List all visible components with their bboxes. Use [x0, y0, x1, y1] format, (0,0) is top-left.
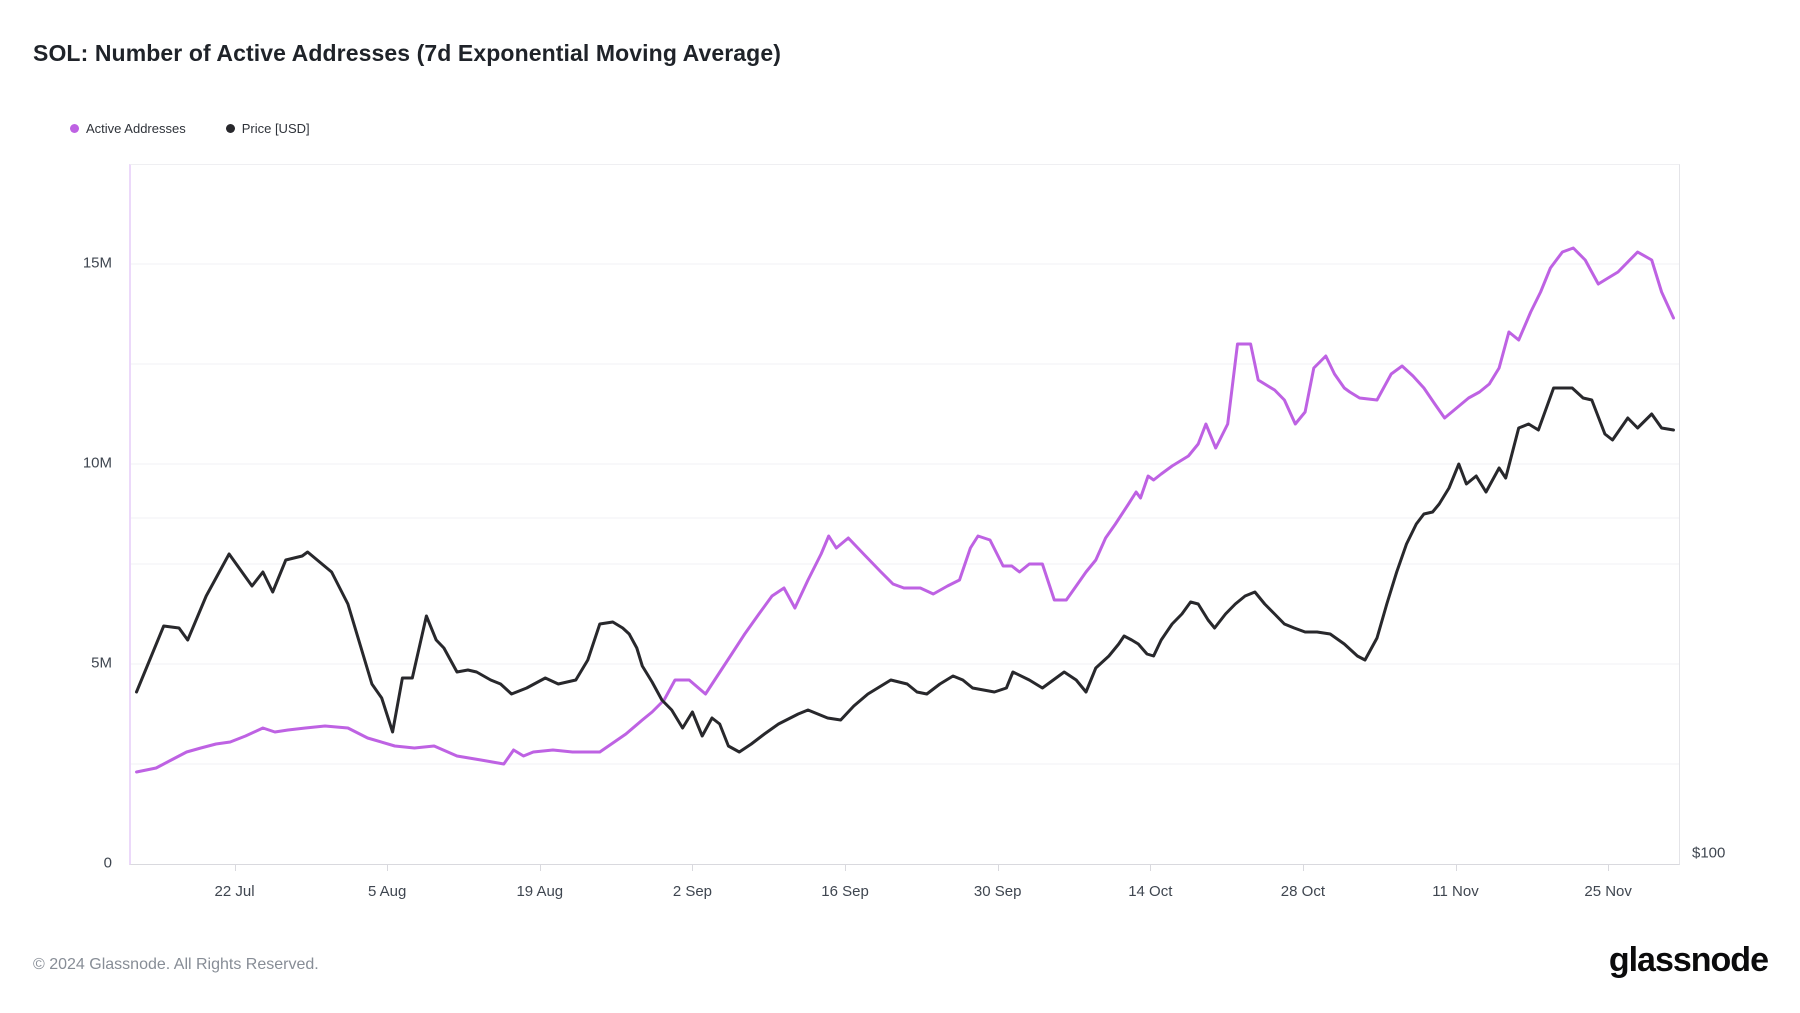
x-axis-tick — [997, 864, 999, 871]
active-addresses-swatch-icon — [70, 124, 79, 133]
x-axis-label: 16 Sep — [821, 883, 869, 900]
y-axis-label: 15M — [82, 254, 112, 272]
x-axis-label: 30 Sep — [973, 883, 1022, 900]
active-addresses-line — [135, 246, 1675, 774]
x-axis: 22 Jul 5 Aug 19 Aug 2 Sep 16 Sep 30 Sep 14 Oct… — [131, 864, 1679, 914]
y-axis-label: 10M — [82, 454, 112, 472]
x-axis-tick — [1150, 864, 1152, 871]
x-axis-label: 25 Nov — [1584, 883, 1632, 900]
legend-label: Price [USD] — [241, 121, 310, 136]
x-axis-label: 19 Aug — [516, 883, 564, 900]
x-axis-tick — [845, 864, 847, 871]
plot-area[interactable] — [129, 164, 1680, 865]
legend-label: Active Addresses — [86, 121, 186, 136]
x-axis-label: 2 Sep — [672, 883, 713, 900]
x-axis-label: 28 Oct — [1280, 883, 1325, 900]
chart-svg — [131, 246, 1679, 774]
x-axis-tick — [1608, 864, 1610, 871]
x-axis-tick — [387, 864, 389, 871]
x-axis-label: 14 Oct — [1128, 883, 1173, 900]
x-axis-label: 11 Nov — [1432, 883, 1479, 900]
legend: Active Addresses Price [USD] — [70, 121, 310, 136]
x-axis-tick — [1455, 864, 1457, 871]
legend-item-price[interactable]: Price [USD] — [225, 121, 310, 136]
x-axis-tick — [1302, 864, 1304, 871]
y-axis-left: 15M 10M 5M 0 — [0, 164, 112, 872]
page-title: SOL: Number of Active Addresses (7d Expo… — [33, 40, 781, 66]
x-axis-label: 22 Jul — [214, 883, 255, 900]
price-swatch-icon — [225, 124, 235, 133]
copyright-text: © 2024 Glassnode. All Rights Reserved. — [33, 956, 319, 973]
y-axis-label: 5M — [91, 654, 112, 672]
glassnode-logo: glassnode — [1608, 941, 1769, 979]
y-axis-label: 0 — [103, 854, 112, 872]
y-axis-right-label: $100 — [1692, 844, 1726, 862]
price-line — [135, 386, 1675, 754]
x-axis-tick — [692, 864, 694, 871]
legend-item-active-addresses[interactable]: Active Addresses — [70, 121, 186, 136]
x-axis-label: 5 Aug — [367, 883, 407, 900]
x-axis-tick — [234, 864, 236, 871]
x-axis-tick — [539, 864, 541, 871]
